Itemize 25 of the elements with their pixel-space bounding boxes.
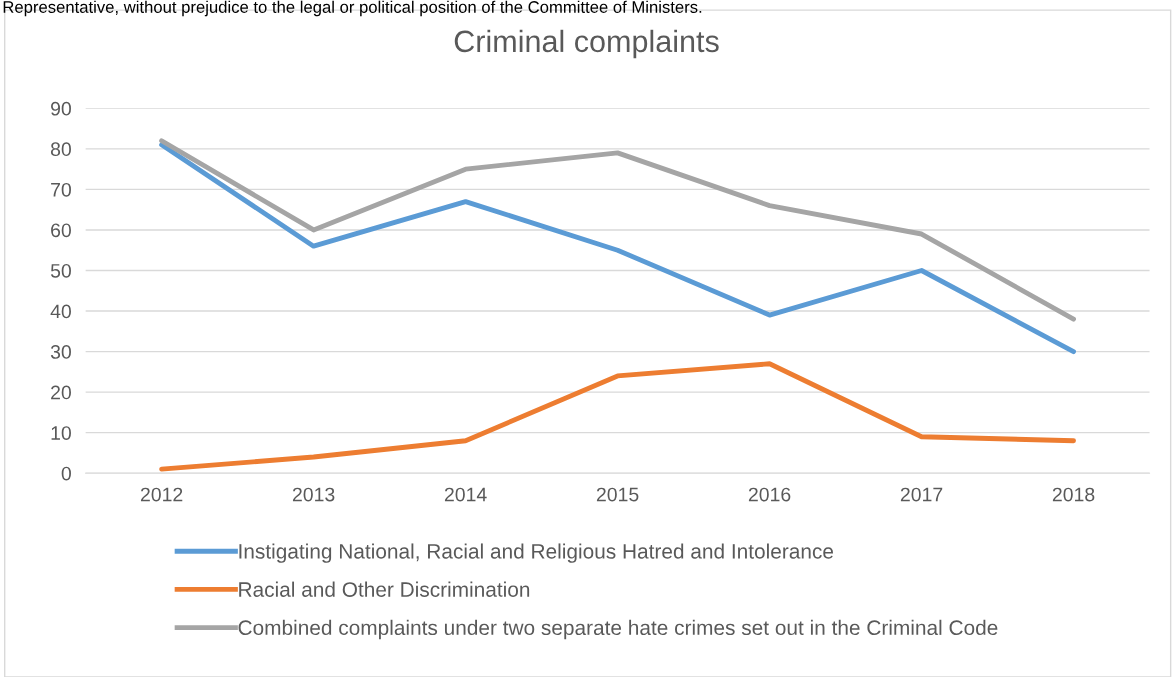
y-tick-label: 70 (51, 182, 71, 197)
y-tick-label: 20 (51, 385, 71, 400)
x-tick-label: 2012 (140, 487, 183, 502)
y-tick-label: 90 (51, 101, 71, 116)
y-tick-label: 30 (50, 345, 71, 359)
x-tick-label: 2016 (748, 487, 791, 502)
legend-label: Racial and Other Discrimination (239, 581, 530, 597)
y-tick-label: 50 (50, 263, 71, 278)
x-tick-label: 2014 (444, 487, 487, 502)
legend-label: Instigating National, Racial and Religious Hatred and Intolerance (239, 543, 834, 563)
x-tick-label: 2013 (292, 487, 335, 502)
y-tick-label: 40 (50, 304, 71, 319)
legend-label: Combined complaints under two separate hate crimes set out in the Criminal Code (238, 619, 998, 640)
line-series (159, 361, 1076, 472)
x-tick-label: 2018 (1052, 487, 1095, 502)
y-tick-label: 0 (61, 466, 71, 481)
x-tick-label: 2015 (596, 487, 639, 502)
chart-title: Criminal complaints (454, 29, 719, 59)
line-series (159, 142, 1076, 355)
y-tick-label: 60 (51, 223, 71, 238)
y-tick-label: 10 (51, 426, 71, 440)
y-tick-label: 80 (50, 142, 71, 157)
text: Representative, without prejudice to the legal or political position of the Committee of Ministers. (3, 0, 702, 17)
line-series (159, 138, 1076, 322)
x-tick-label: 2017 (900, 487, 943, 502)
